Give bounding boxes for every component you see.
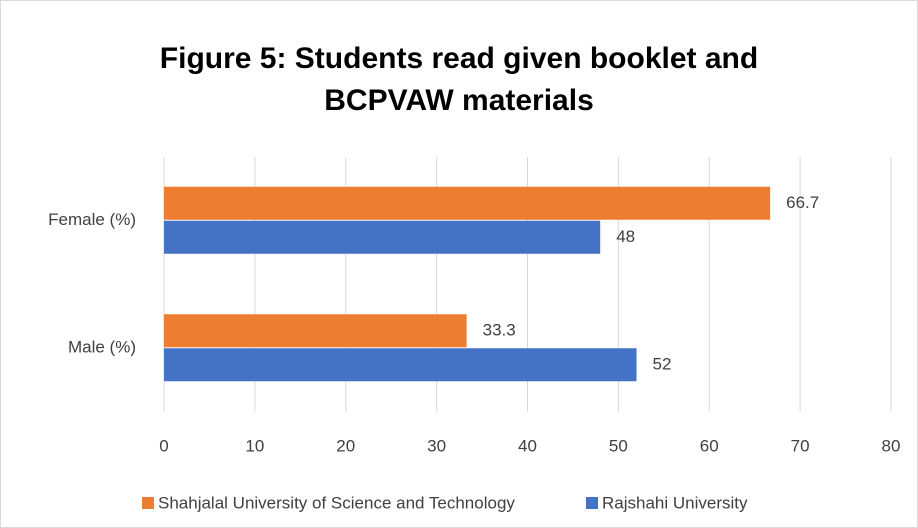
x-tick-label: 30 xyxy=(427,436,446,455)
y-tick-label: Female (%) xyxy=(48,210,136,229)
legend-swatch xyxy=(142,497,154,509)
x-tick-label: 20 xyxy=(336,436,355,455)
bar xyxy=(164,186,771,220)
data-label: 48 xyxy=(616,227,635,246)
bar xyxy=(164,314,467,348)
x-tick-label: 10 xyxy=(245,436,264,455)
bar xyxy=(164,348,637,382)
legend-label: Rajshahi University xyxy=(602,493,748,512)
x-tick-label: 40 xyxy=(518,436,537,455)
x-tick-label: 50 xyxy=(609,436,628,455)
x-tick-label: 70 xyxy=(791,436,810,455)
data-label: 52 xyxy=(653,355,672,374)
x-tick-label: 0 xyxy=(159,436,168,455)
data-label: 66.7 xyxy=(786,193,819,212)
x-tick-label: 80 xyxy=(882,436,901,455)
data-label: 33.3 xyxy=(483,321,516,340)
legend-label: Shahjalal University of Science and Tech… xyxy=(158,493,515,512)
x-tick-label: 60 xyxy=(700,436,719,455)
chart-title: Figure 5: Students read given booklet an… xyxy=(159,42,759,117)
y-tick-label: Male (%) xyxy=(68,338,136,357)
bar xyxy=(164,220,601,254)
legend-swatch xyxy=(586,497,598,509)
